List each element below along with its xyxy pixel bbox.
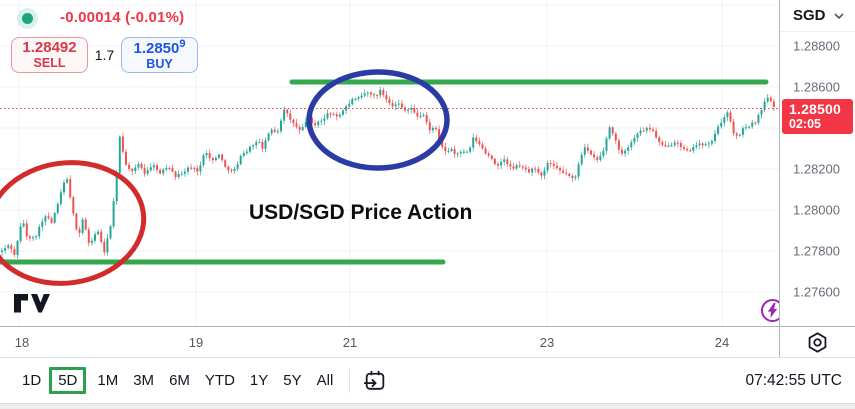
time-tick: 18 — [14, 335, 30, 350]
time-axis[interactable]: 18 19 21 23 24 — [0, 326, 855, 358]
buy-price: 1.28509 — [133, 38, 186, 58]
bottom-strip — [0, 403, 855, 409]
time-tick: 21 — [342, 335, 358, 350]
market-status-icon — [22, 13, 33, 24]
range-button-3m[interactable]: 3M — [129, 369, 158, 392]
blue-ellipse-annotation — [306, 69, 450, 171]
currency-label: SGD — [793, 7, 826, 24]
red-ellipse-annotation — [0, 160, 147, 286]
sell-label: SELL — [33, 55, 66, 70]
sell-button[interactable]: 1.28492 SELL — [11, 37, 88, 73]
range-buttons: 1D 5D 1M 3M 6M YTD 1Y 5Y All — [18, 367, 344, 394]
chart-area[interactable]: -0.00014 (-0.01%) 1.28492 SELL 1.7 1.285… — [0, 0, 784, 326]
lightning-bolt-icon — [767, 303, 778, 318]
last-price-value: 1.28500 — [789, 101, 842, 117]
go-to-date-button[interactable] — [362, 369, 387, 393]
price-change-text: -0.00014 (-0.01%) — [60, 9, 185, 26]
price-axis[interactable]: SGD 1.28800 1.28600 1.28200 1.28000 1.27800 1… — [779, 0, 855, 326]
range-button-6m[interactable]: 6M — [165, 369, 194, 392]
price-tick: 1.28200 — [793, 161, 840, 177]
candlestick-plot — [1, 86, 775, 259]
range-button-1y[interactable]: 1Y — [246, 369, 272, 392]
price-tick: 1.27800 — [793, 243, 840, 259]
range-button-5d[interactable]: 5D — [49, 367, 87, 394]
buy-button[interactable]: 1.28509 BUY — [121, 37, 198, 73]
price-tick: 1.27600 — [793, 284, 840, 300]
range-toolbar: 1D 5D 1M 3M 6M YTD 1Y 5Y All 07:42:55 UTC — [0, 357, 855, 403]
range-button-1d[interactable]: 1D — [18, 369, 45, 392]
time-tick: 24 — [714, 335, 730, 350]
settings-gear-icon[interactable] — [806, 331, 829, 354]
axis-settings-cell — [779, 327, 855, 358]
spread-value: 1.7 — [94, 47, 115, 63]
chevron-down-icon — [833, 12, 844, 19]
chart-title: USD/SGD Price Action — [249, 201, 473, 224]
currency-dropdown[interactable]: SGD — [780, 0, 855, 32]
calendar-icon — [364, 370, 385, 390]
range-button-ytd[interactable]: YTD — [201, 369, 239, 392]
tradingview-logo[interactable] — [12, 292, 50, 315]
last-price-badge: 1.28500 02:05 — [782, 99, 853, 134]
toolbar-divider — [349, 368, 351, 393]
range-button-1m[interactable]: 1M — [93, 369, 122, 392]
price-tick: 1.28800 — [793, 38, 840, 54]
price-tick: 1.28600 — [793, 79, 840, 95]
range-button-all[interactable]: All — [313, 369, 338, 392]
time-tick: 23 — [539, 335, 555, 350]
price-tick: 1.28000 — [793, 202, 840, 218]
chart-svg[interactable] — [0, 0, 779, 326]
utc-clock: 07:42:55 UTC — [745, 371, 843, 389]
range-button-5y[interactable]: 5Y — [279, 369, 305, 392]
bar-countdown: 02:05 — [789, 117, 821, 131]
buy-label: BUY — [146, 56, 173, 71]
time-tick: 19 — [188, 335, 204, 350]
sell-price: 1.28492 — [22, 39, 77, 57]
